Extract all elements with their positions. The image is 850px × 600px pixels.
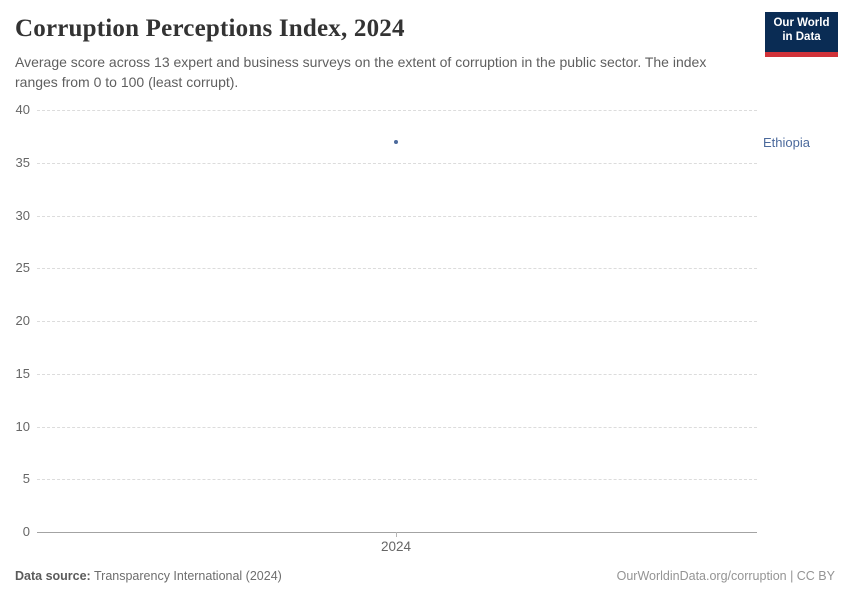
gridline [37, 373, 757, 375]
y-axis-tick-label: 10 [15, 418, 30, 434]
data-source-text: Transparency International (2024) [93, 569, 282, 583]
entity-label[interactable]: Ethiopia [763, 134, 810, 150]
y-axis-tick-label: 30 [15, 207, 30, 223]
gridline [37, 321, 757, 322]
gridline [37, 479, 757, 481]
gridline [37, 268, 757, 270]
chart-footer: Data source: Transparency International … [15, 569, 835, 583]
data-source-label: Data source: [15, 569, 91, 583]
chart-title: Corruption Perceptions Index, 2024 [15, 15, 405, 42]
owid-logo[interactable]: Our World in Data [765, 12, 838, 57]
x-axis-tick [396, 532, 397, 537]
owid-logo-line1: Our World [773, 17, 830, 29]
x-axis-tick-label: 2024 [380, 539, 412, 554]
x-axis-line [37, 532, 757, 533]
plot-area: Ethiopia 0 5 10 15 20 25 30 35 40 2024 [0, 100, 850, 570]
gridline [37, 426, 757, 428]
gridline [37, 162, 757, 164]
y-axis-tick-label: 40 [15, 102, 30, 117]
gridline [37, 110, 757, 111]
chart-subtitle: Average score across 13 expert and busin… [15, 54, 707, 90]
owid-logo-line2: in Data [782, 31, 821, 43]
y-axis-tick-label: 15 [15, 365, 30, 381]
y-axis-tick-label: 0 [22, 524, 30, 539]
footer-link[interactable]: OurWorldinData.org/corruption | CC BY [616, 569, 835, 583]
gridline [37, 215, 757, 217]
y-axis-tick-label: 25 [15, 260, 30, 276]
y-axis-tick-label: 35 [15, 154, 30, 170]
y-axis-tick-label: 20 [15, 313, 30, 328]
data-point-ethiopia[interactable] [394, 139, 398, 144]
data-source: Data source: Transparency International … [15, 569, 282, 583]
y-axis-tick-label: 5 [22, 471, 30, 487]
